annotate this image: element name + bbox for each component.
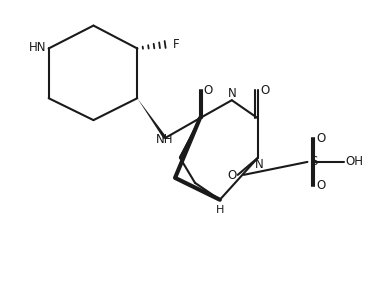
Text: HN: HN: [29, 41, 47, 54]
Text: O: O: [317, 179, 326, 192]
Text: OH: OH: [345, 155, 363, 168]
Text: S: S: [311, 155, 318, 168]
Text: O: O: [227, 169, 236, 182]
Text: F: F: [173, 38, 180, 51]
Text: H: H: [216, 205, 224, 215]
Text: O: O: [260, 84, 269, 97]
Text: N: N: [255, 158, 264, 171]
Text: NH: NH: [155, 133, 173, 146]
Text: O: O: [203, 84, 212, 97]
Polygon shape: [137, 98, 167, 139]
Polygon shape: [179, 118, 200, 159]
Text: O: O: [317, 132, 326, 144]
Text: N: N: [227, 87, 236, 100]
